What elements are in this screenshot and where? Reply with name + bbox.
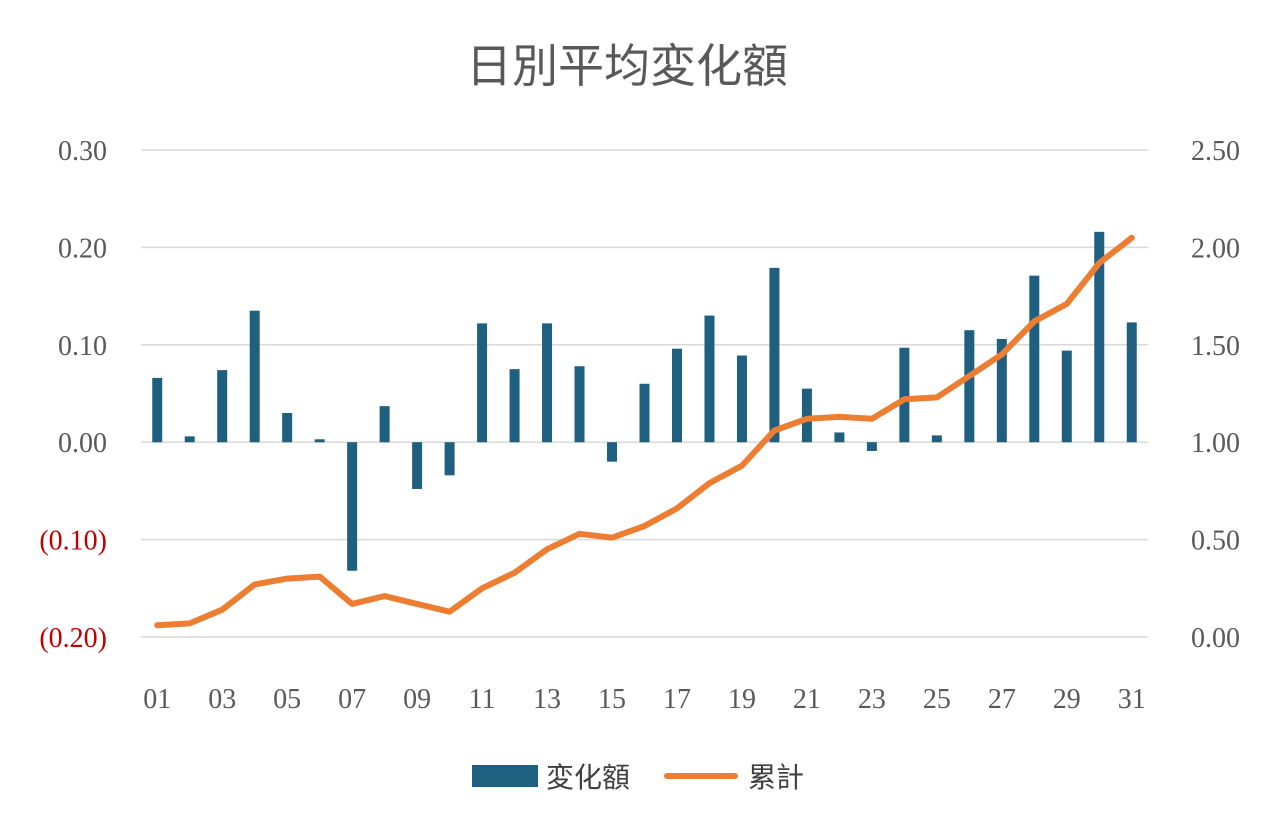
bar-03: [217, 370, 228, 443]
right-tick-label: 1.00: [1191, 428, 1240, 459]
x-tick-label: 01: [143, 684, 171, 715]
bar-17: [671, 348, 682, 443]
x-tick-label: 17: [663, 684, 691, 715]
bar-series: [152, 231, 1137, 571]
bar-05: [282, 412, 293, 443]
legend-swatch-bar: [472, 765, 538, 787]
left-tick-label: 0.00: [58, 428, 107, 459]
bar-26: [964, 330, 975, 443]
x-tick-label: 05: [273, 684, 301, 715]
bar-16: [639, 383, 650, 443]
bar-29: [1061, 350, 1072, 443]
legend-label-bar: 変化額: [546, 761, 630, 794]
bar-07: [347, 442, 358, 571]
bar-09: [412, 442, 423, 489]
bar-28: [1029, 275, 1040, 443]
bar-18: [704, 315, 715, 443]
x-axis-ticks: 01 03 05 07 09 11 13 15 17 19 21 23 25 27 29 31: [143, 684, 1146, 715]
legend: 変化額 累計: [472, 761, 804, 794]
x-tick-label: 21: [793, 684, 821, 715]
bar-10: [444, 442, 455, 476]
left-tick-label: (0.20): [39, 623, 107, 654]
bar-31: [1126, 322, 1137, 443]
legend-label-line: 累計: [748, 761, 804, 794]
bar-02: [184, 436, 195, 443]
bar-24: [899, 347, 910, 443]
bar-27: [996, 338, 1007, 443]
x-tick-label: 11: [469, 684, 496, 715]
x-tick-label: 31: [1118, 684, 1146, 715]
x-tick-label: 27: [988, 684, 1016, 715]
left-tick-label: 0.10: [58, 331, 107, 362]
left-axis-ticks: 0.30 0.20 0.10 0.00 (0.10) (0.20): [39, 136, 107, 654]
chart-title: 日別平均変化額: [466, 39, 788, 93]
gridlines: [141, 149, 1148, 638]
bar-01: [152, 377, 163, 443]
right-tick-label: 1.50: [1191, 331, 1240, 362]
right-tick-label: 0.00: [1191, 623, 1240, 654]
left-tick-label: 0.20: [58, 233, 107, 264]
bar-13: [542, 323, 553, 443]
left-tick-label: (0.10): [39, 526, 107, 557]
bar-25: [931, 435, 942, 443]
x-tick-label: 29: [1053, 684, 1081, 715]
x-tick-label: 19: [728, 684, 756, 715]
bar-14: [574, 366, 585, 443]
bar-20: [769, 267, 780, 443]
bar-30: [1094, 231, 1105, 443]
bar-19: [736, 355, 747, 443]
x-tick-label: 13: [533, 684, 561, 715]
bar-08: [379, 406, 390, 443]
right-tick-label: 0.50: [1191, 526, 1240, 557]
x-tick-label: 09: [403, 684, 431, 715]
x-tick-label: 15: [598, 684, 626, 715]
line-series: [154, 234, 1135, 629]
left-tick-label: 0.30: [58, 136, 107, 167]
bar-12: [509, 369, 520, 443]
bar-11: [477, 323, 488, 443]
x-tick-label: 07: [338, 684, 366, 715]
bar-23: [866, 442, 877, 451]
right-axis-ticks: 2.50 2.00 1.50 1.00 0.50 0.00: [1191, 136, 1240, 654]
right-tick-label: 2.50: [1191, 136, 1240, 167]
bar-22: [834, 432, 845, 443]
x-tick-label: 03: [208, 684, 236, 715]
x-tick-label: 23: [858, 684, 886, 715]
cumulative-line: [154, 234, 1135, 629]
bar-06: [314, 439, 325, 443]
x-tick-label: 25: [923, 684, 951, 715]
bar-04: [249, 310, 260, 443]
bar-15: [607, 442, 618, 462]
right-tick-label: 2.00: [1191, 233, 1240, 264]
bar-21: [801, 388, 812, 443]
